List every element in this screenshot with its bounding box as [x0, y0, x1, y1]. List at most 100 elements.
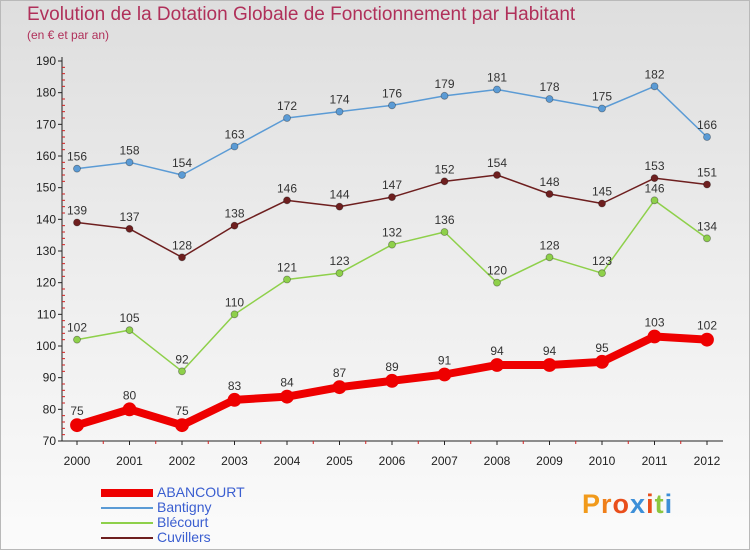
legend-item-bantigny: Bantigny	[101, 500, 245, 515]
data-point-bantigny	[125, 158, 134, 167]
x-tick-label: 2006	[379, 454, 406, 468]
legend-item-abancourt: ABANCOURT	[101, 485, 245, 500]
data-point-bantigny	[388, 101, 396, 110]
legend-swatch-cuvillers	[101, 536, 153, 539]
data-point-blecourt	[598, 269, 606, 278]
data-label-bantigny: 179	[434, 77, 454, 91]
y-tick-label: 170	[36, 117, 56, 131]
legend-label-blecourt: Blécourt	[157, 514, 209, 530]
data-label-bantigny: 158	[119, 143, 139, 157]
x-tick-label: 2007	[431, 454, 458, 468]
data-point-blecourt	[125, 326, 134, 335]
data-label-blecourt: 120	[487, 264, 507, 278]
data-label-cuvillers: 137	[119, 210, 139, 224]
logo-letter: i	[664, 489, 674, 519]
data-label-abancourt: 87	[333, 366, 347, 380]
y-tick-label: 160	[36, 149, 56, 163]
legend-label-cuvillers: Cuvillers	[157, 529, 211, 545]
x-tick-label: 2002	[169, 454, 196, 468]
y-tick-label: 140	[36, 212, 56, 226]
data-label-bantigny: 156	[67, 150, 87, 164]
data-label-bantigny: 166	[697, 118, 717, 132]
data-point-bantigny	[230, 142, 239, 151]
data-point-cuvillers	[335, 202, 344, 211]
x-tick-label: 2004	[274, 454, 301, 468]
legend-swatch-abancourt	[101, 488, 153, 497]
x-tick-label: 2005	[326, 454, 353, 468]
data-label-cuvillers: 148	[539, 175, 559, 189]
data-label-abancourt: 95	[595, 341, 609, 355]
x-tick-label: 2009	[536, 454, 563, 468]
data-point-abancourt	[122, 402, 137, 417]
legend: ABANCOURT Bantigny Blécourt Cuvillers	[101, 485, 245, 545]
data-label-blecourt: 128	[539, 238, 559, 252]
chart-title: Evolution de la Dotation Globale de Fonc…	[27, 4, 576, 25]
data-point-blecourt	[178, 367, 186, 376]
data-point-cuvillers	[493, 171, 501, 179]
data-point-bantigny	[178, 171, 186, 179]
data-label-abancourt: 89	[385, 360, 399, 374]
proxiti-logo: Proxiti	[582, 489, 673, 520]
data-point-cuvillers	[230, 221, 239, 230]
data-point-bantigny	[493, 85, 501, 94]
data-point-cuvillers	[650, 174, 659, 183]
y-tick-label: 80	[43, 402, 57, 416]
data-label-blecourt: 132	[382, 226, 402, 240]
data-label-cuvillers: 154	[487, 156, 507, 170]
data-label-cuvillers: 145	[592, 185, 612, 199]
x-tick-label: 2001	[116, 454, 143, 468]
data-label-abancourt: 80	[123, 388, 137, 402]
data-label-bantigny: 172	[277, 99, 297, 113]
data-label-bantigny: 163	[224, 128, 244, 142]
data-label-bantigny: 174	[329, 93, 349, 107]
data-label-blecourt: 110	[225, 295, 244, 309]
data-point-blecourt	[388, 240, 396, 249]
data-label-blecourt: 121	[277, 261, 297, 275]
data-label-abancourt: 103	[644, 316, 664, 330]
data-point-blecourt	[545, 253, 554, 262]
data-point-cuvillers	[73, 218, 81, 227]
data-label-abancourt: 94	[490, 344, 504, 358]
data-label-cuvillers: 128	[172, 238, 192, 252]
logo-letter: i	[646, 489, 655, 519]
data-label-abancourt: 91	[438, 354, 452, 368]
y-tick-label: 110	[37, 307, 56, 321]
data-point-cuvillers	[703, 180, 711, 189]
legend-label-abancourt: ABANCOURT	[157, 484, 245, 500]
data-point-bantigny	[335, 107, 344, 116]
logo-letter: r	[601, 489, 613, 519]
data-label-blecourt: 92	[175, 352, 189, 366]
data-label-cuvillers: 146	[277, 181, 297, 195]
data-point-bantigny	[598, 104, 606, 113]
data-point-abancourt	[70, 418, 84, 433]
data-point-cuvillers	[125, 224, 134, 233]
data-label-cuvillers: 138	[224, 207, 244, 221]
legend-label-bantigny: Bantigny	[157, 499, 212, 515]
data-label-blecourt: 102	[67, 321, 87, 335]
data-label-bantigny: 178	[539, 80, 559, 94]
data-point-bantigny	[545, 95, 554, 103]
data-point-blecourt	[283, 275, 291, 284]
data-point-cuvillers	[178, 253, 186, 262]
logo-letter: t	[654, 489, 665, 519]
data-label-bantigny: 182	[644, 67, 664, 81]
data-point-bantigny	[650, 82, 659, 91]
legend-swatch-bantigny	[101, 506, 153, 509]
data-point-abancourt	[175, 418, 189, 433]
data-point-abancourt	[385, 373, 399, 388]
data-label-blecourt: 136	[434, 213, 454, 227]
data-point-blecourt	[230, 310, 239, 319]
x-tick-label: 2012	[694, 454, 721, 468]
data-label-cuvillers: 147	[382, 178, 402, 192]
logo-letter: o	[612, 489, 631, 519]
logo-letter: P	[582, 489, 602, 519]
y-tick-label: 190	[36, 54, 56, 68]
data-label-cuvillers: 152	[434, 162, 454, 176]
y-tick-label: 70	[43, 434, 57, 448]
data-label-blecourt: 134	[697, 219, 717, 233]
data-label-abancourt: 75	[175, 404, 189, 418]
data-label-cuvillers: 144	[329, 188, 349, 202]
data-point-blecourt	[73, 335, 81, 344]
